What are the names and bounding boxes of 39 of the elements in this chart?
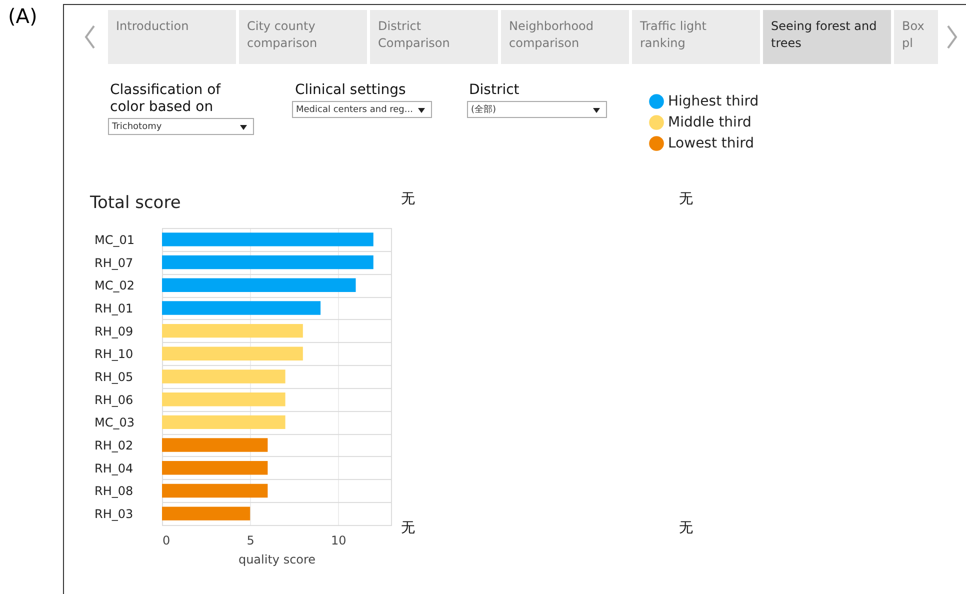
- text: Neighborhood comparison: [501, 10, 629, 64]
- y-tick-label: RH_06: [94, 392, 134, 407]
- y-tick-label: RH_02: [94, 438, 134, 453]
- y-tick-label: MC_02: [94, 278, 135, 293]
- text: District: [469, 82, 520, 99]
- x-tick-label: 0: [162, 534, 170, 548]
- text: District Comparison: [370, 10, 498, 64]
- text: City county comparison: [239, 10, 367, 64]
- y-tick-label: RH_05: [94, 370, 134, 384]
- y-tick-label: RH_10: [94, 347, 134, 362]
- x-tick-label: 10: [331, 534, 346, 548]
- x-tick-label: 5: [246, 534, 254, 548]
- text: Traffic light ranking: [632, 10, 760, 64]
- text: 无: [401, 519, 415, 537]
- text: Classification of color based on: [110, 82, 222, 116]
- legend-label: Highest third: [668, 94, 759, 110]
- text: (A): [8, 4, 38, 28]
- dropdown-field: (全部): [467, 101, 607, 118]
- text: Seeing forest and trees: [763, 10, 891, 64]
- dropdown-field: Medical centers and reg...: [292, 101, 432, 118]
- dropdown-field: Trichotomy: [108, 118, 254, 135]
- legend-label: Middle third: [668, 114, 752, 130]
- text: Introduction: [108, 10, 236, 64]
- chart-title: Total score: [89, 193, 181, 213]
- y-tick-label: RH_01: [94, 301, 134, 316]
- y-tick-label: MC_01: [94, 232, 135, 247]
- y-tick-label: RH_08: [94, 484, 134, 498]
- y-tick-label: RH_09: [94, 324, 134, 338]
- x-axis-title: quality score: [238, 552, 316, 566]
- text: 无: [679, 190, 693, 208]
- text: Box pl: [894, 10, 938, 64]
- y-tick-label: RH_07: [94, 256, 134, 270]
- legend-label: Lowest third: [668, 136, 754, 152]
- y-tick-label: RH_04: [94, 461, 134, 476]
- text: 无: [679, 519, 693, 537]
- text: Clinical settings: [295, 82, 406, 99]
- y-tick-label: RH_03: [94, 507, 134, 522]
- y-tick-label: MC_03: [94, 416, 135, 430]
- text: 无: [401, 190, 415, 208]
